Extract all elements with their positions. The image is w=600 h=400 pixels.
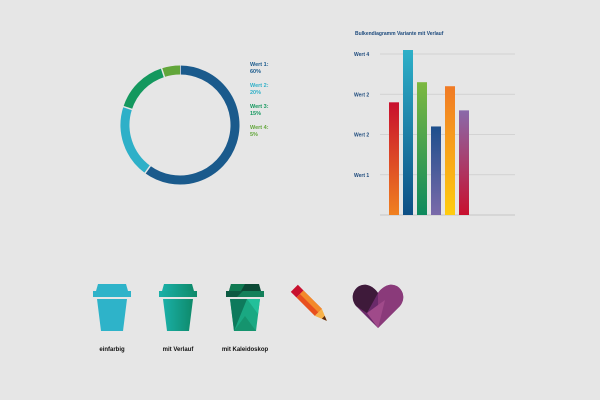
- caption-mit-verlauf: mit Verlauf: [162, 347, 194, 353]
- donut-slice: [145, 65, 240, 185]
- donut-slice-separator: [122, 105, 133, 111]
- bar-chart-title: Bulkendiagramm Variante mit Verlauf: [355, 31, 444, 37]
- legend-value: 15%: [250, 111, 262, 117]
- y-tick-label: Wert 1: [354, 173, 369, 179]
- bar: [445, 86, 455, 215]
- y-tick-label: Wert 2: [354, 133, 369, 139]
- legend-item-wert-1: Wert 1: 60%: [250, 62, 269, 76]
- legend-label: Wert 3:: [250, 104, 269, 110]
- donut-legend: Wert 1: 60% Wert 2: 20% Wert 3: 15% Wert…: [250, 62, 269, 146]
- donut-slice-separator: [160, 67, 166, 78]
- caption-einfarbig: einfarbig: [99, 347, 125, 353]
- donut-slice: [120, 106, 151, 174]
- bar: [417, 82, 427, 215]
- bar: [431, 126, 441, 215]
- y-tick-label: Wert 4: [354, 52, 369, 58]
- donut-slice: [161, 65, 181, 78]
- donut-slice: [123, 68, 165, 110]
- legend-value: 20%: [250, 90, 262, 96]
- legend-item-wert-3: Wert 3: 15%: [250, 104, 269, 118]
- legend-value: 5%: [250, 132, 258, 138]
- pencil-icon: [290, 284, 327, 321]
- donut-chart: [120, 65, 240, 185]
- caption-mit-kaleidoskop: mit Kaleidoskop: [221, 347, 269, 353]
- legend-label: Wert 4:: [250, 125, 269, 131]
- donut-slice-separator: [144, 165, 152, 174]
- legend-item-wert-2: Wert 2: 20%: [250, 83, 269, 97]
- legend-label: Wert 1:: [250, 62, 269, 68]
- legend-item-wert-4: Wert 4: 5%: [250, 125, 269, 139]
- legend-label: Wert 2:: [250, 83, 269, 89]
- heart-icon: [352, 284, 404, 328]
- y-tick-label: Wert 2: [354, 92, 369, 98]
- legend-value: 60%: [250, 69, 262, 75]
- bar: [389, 102, 399, 215]
- bar: [403, 50, 413, 215]
- coffee-cup-gradient-icon: [159, 284, 197, 331]
- coffee-cup-icon: [93, 284, 131, 331]
- coffee-cup-kaleidoscope-icon: [226, 284, 264, 331]
- bar-chart: Wert 1 Wert 2 Wert 2 Wert 4: [354, 50, 515, 216]
- bar: [459, 110, 469, 215]
